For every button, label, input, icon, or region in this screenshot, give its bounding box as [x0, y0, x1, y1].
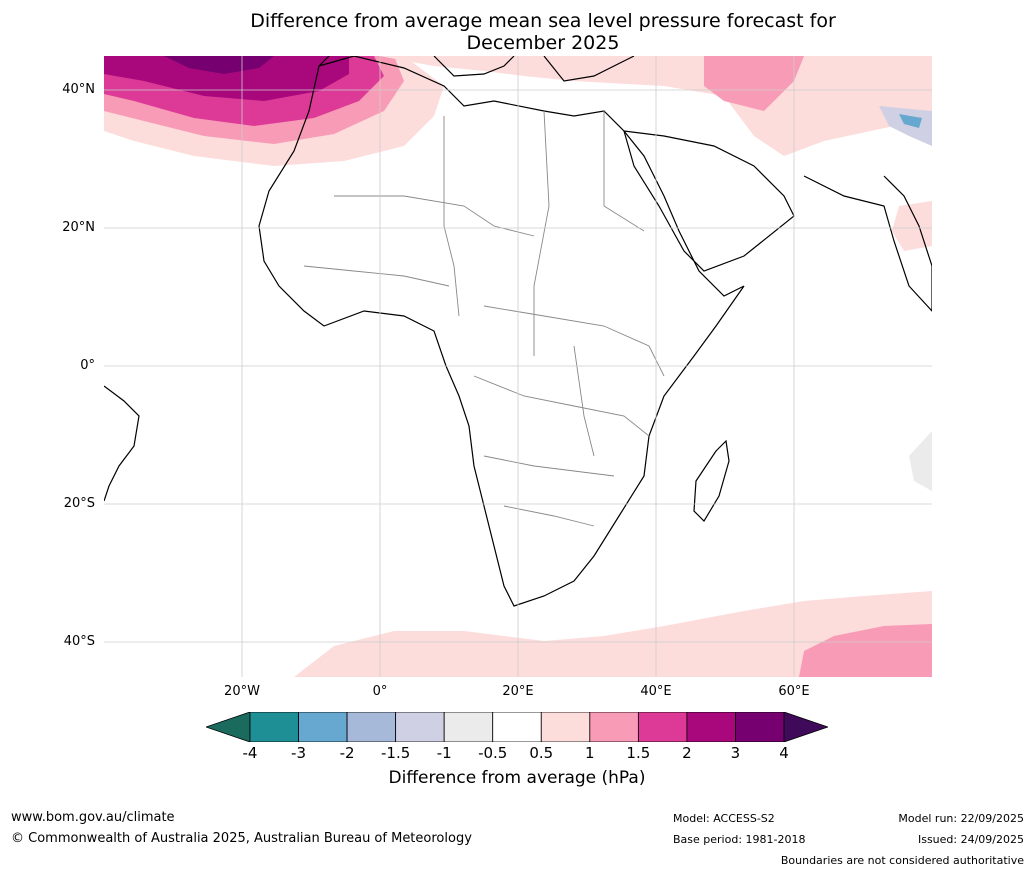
lat-label-20n: 20°N	[62, 220, 95, 235]
colorbar-segment	[249, 712, 299, 742]
lat-label-40s: 40°S	[63, 634, 95, 649]
country-borders	[303, 110, 665, 527]
lon-label-20e: 20°E	[502, 684, 534, 699]
anomaly-blue-himalaya	[899, 114, 922, 128]
colorbar-tick-label: 4	[779, 744, 789, 762]
footer-model: Model: ACCESS-S2	[673, 812, 775, 825]
colorbar-label: Difference from average (hPa)	[388, 768, 646, 788]
colorbar-segment	[637, 712, 688, 742]
colorbar-segment	[298, 712, 348, 742]
colorbar-tick-label: -4	[242, 744, 258, 762]
colorbar-segment	[735, 712, 785, 742]
title-line-2: December 2025	[466, 32, 620, 54]
colorbar-tick-label: -1	[436, 744, 452, 762]
lon-label-60e: 60°E	[778, 684, 810, 699]
colorbar-tick-label: 0.5	[529, 744, 554, 762]
india-coastline	[803, 175, 932, 312]
anomaly-light-pink-southern-ocean	[294, 591, 932, 677]
colorbar-tick-label: -3	[291, 744, 307, 762]
lat-label-0: 0°	[80, 358, 95, 373]
colorbar-tick-label: 1	[585, 744, 595, 762]
colorbar-segment	[443, 712, 494, 742]
madagascar-coastline	[693, 439, 730, 522]
footer-base-period: Base period: 1981-2018	[673, 833, 806, 846]
colorbar-tick-label: -1.5	[380, 744, 411, 762]
footer-disclaimer: Boundaries are not considered authoritat…	[780, 854, 1024, 867]
anomaly-grey-indian-ocean	[909, 431, 932, 491]
colorbar-tick-label: 3	[730, 744, 741, 762]
map-canvas	[104, 56, 932, 677]
anomaly-purple-north-atlantic	[164, 56, 274, 74]
colorbar-tick-label: -2	[339, 744, 355, 762]
lon-label-0: 0°	[372, 684, 388, 699]
footer-model-run: Model run: 22/09/2025	[898, 812, 1024, 825]
colorbar-segment	[346, 712, 397, 742]
arabia-coastline	[623, 130, 795, 272]
colorbar-extend-high	[783, 712, 828, 742]
colorbar-tick-label: -0.5	[478, 744, 508, 762]
map-panel[interactable]	[104, 56, 932, 677]
anomaly-light-blue-himalaya	[879, 106, 932, 146]
colorbar-extend-low	[206, 712, 251, 742]
anomaly-light-pink-mediterranean	[379, 56, 932, 156]
title-line-1: Difference from average mean sea level p…	[250, 10, 836, 32]
colorbar	[206, 712, 828, 742]
lon-label-40e: 40°E	[640, 684, 672, 699]
colorbar-segment	[589, 712, 639, 742]
colorbar-segment	[395, 712, 445, 742]
lat-label-40n: 40°N	[62, 82, 95, 97]
europe-coastline	[318, 56, 635, 82]
lat-label-20s: 20°S	[63, 496, 95, 511]
lon-label-20w: 20°W	[224, 684, 260, 699]
colorbar-segment	[686, 712, 736, 742]
colorbar-tick-label: 1.5	[626, 744, 651, 762]
south-america-coastline	[104, 385, 140, 502]
colorbar-tick-label: 2	[682, 744, 692, 762]
footer-issued: Issued: 24/09/2025	[917, 833, 1024, 846]
colorbar-segment	[540, 712, 591, 742]
chart-title: Difference from average mean sea level p…	[150, 10, 936, 54]
colorbar-segment	[492, 712, 542, 742]
anomaly-pink-southern-ocean	[799, 624, 932, 677]
africa-coastline	[258, 56, 745, 607]
anomaly-light-pink-arabian-sea	[892, 201, 932, 251]
graticule	[104, 56, 932, 677]
footer-url[interactable]: www.bom.gov.au/climate	[11, 810, 175, 825]
anomaly-pink-caucasus	[704, 56, 804, 111]
footer-copyright: © Commonwealth of Australia 2025, Austra…	[11, 831, 472, 846]
